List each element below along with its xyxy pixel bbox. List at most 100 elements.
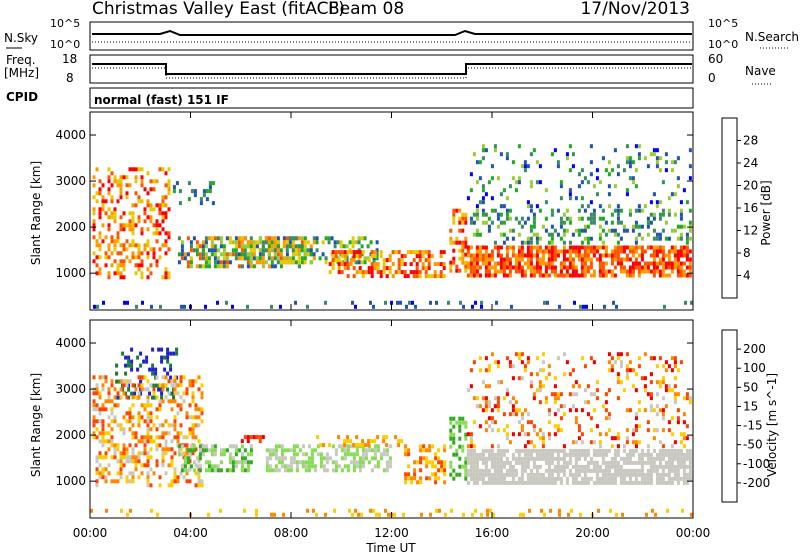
data-cell	[478, 249, 482, 254]
data-cell	[449, 228, 453, 233]
data-cell	[505, 249, 509, 254]
data-cell	[604, 468, 608, 473]
data-cell	[649, 212, 653, 217]
data-cell	[191, 383, 195, 388]
data-cell	[169, 363, 173, 368]
data-cell	[661, 261, 665, 266]
data-cell	[364, 456, 368, 461]
data-cell	[351, 512, 354, 517]
data-cell	[514, 216, 518, 221]
data-cell	[529, 240, 533, 245]
data-cell	[201, 444, 205, 449]
data-cell	[574, 228, 578, 233]
data-cell	[673, 396, 677, 401]
data-cell	[151, 367, 155, 372]
data-cell	[116, 391, 120, 396]
data-cell	[604, 249, 608, 254]
data-cell	[579, 304, 582, 309]
data-cell	[216, 468, 220, 473]
data-cell	[319, 452, 323, 457]
velocity-cbar-label: Velocity [m s^-1]	[765, 373, 779, 477]
data-cell	[481, 408, 485, 413]
data-cell	[128, 259, 132, 264]
data-cell	[580, 168, 584, 173]
data-cell	[589, 456, 593, 461]
data-cell	[679, 456, 683, 461]
data-cell	[140, 259, 144, 264]
data-cell	[532, 148, 536, 153]
data-cell	[161, 455, 165, 460]
data-cell	[508, 208, 512, 213]
data-cell	[547, 472, 551, 477]
data-cell	[104, 479, 108, 484]
data-cell	[309, 248, 313, 253]
data-cell	[442, 262, 446, 267]
y-tick-label: 3000	[55, 382, 86, 396]
data-cell	[607, 464, 611, 469]
data-cell	[688, 460, 692, 465]
data-cell	[577, 208, 581, 213]
data-cell	[110, 263, 114, 268]
data-cell	[170, 383, 174, 388]
data-cell	[568, 257, 572, 262]
data-cell	[616, 376, 620, 381]
data-cell	[461, 220, 465, 225]
nsky-panel	[89, 21, 694, 51]
data-cell	[240, 252, 244, 257]
data-cell	[517, 376, 521, 381]
data-cell	[676, 408, 680, 413]
data-cell	[95, 483, 99, 488]
data-cell	[490, 265, 494, 270]
data-cell	[351, 240, 355, 245]
data-cell	[149, 219, 153, 224]
data-cell	[583, 452, 587, 457]
data-cell	[493, 208, 497, 213]
data-cell	[131, 451, 135, 456]
data-cell	[613, 257, 617, 262]
data-cell	[616, 356, 620, 361]
data-cell	[173, 375, 177, 380]
data-cell	[200, 483, 204, 488]
data-cell	[352, 274, 356, 279]
data-cell	[544, 261, 548, 266]
data-cell	[449, 460, 453, 465]
data-cell	[177, 236, 181, 241]
date-title: 17/Nov/2013	[580, 0, 690, 19]
data-cell	[237, 256, 241, 261]
data-cell	[183, 460, 187, 465]
data-cell	[140, 263, 144, 268]
data-cell	[475, 216, 479, 221]
data-cell	[493, 420, 497, 425]
data-cell	[649, 356, 653, 361]
data-cell	[280, 464, 284, 469]
data-cell	[613, 232, 617, 237]
data-cell	[152, 251, 156, 256]
data-cell	[419, 456, 423, 461]
data-cell	[116, 263, 120, 268]
data-cell	[440, 468, 444, 473]
data-cell	[664, 152, 668, 157]
data-cell	[532, 480, 536, 485]
data-cell	[98, 231, 102, 236]
data-cell	[661, 468, 665, 473]
data-cell	[514, 269, 518, 274]
data-cell	[679, 216, 683, 221]
data-cell	[307, 464, 311, 469]
data-cell	[113, 247, 117, 252]
data-cell	[544, 200, 548, 205]
data-cell	[452, 240, 456, 245]
data-cell	[139, 351, 143, 356]
data-cell	[131, 243, 135, 248]
data-cell	[237, 252, 241, 257]
data-cell	[437, 460, 441, 465]
data-cell	[119, 455, 123, 460]
data-cell	[397, 439, 401, 444]
data-cell	[604, 472, 608, 477]
data-cell	[367, 270, 371, 275]
data-cell	[136, 367, 140, 372]
data-cell	[592, 460, 596, 465]
data-cell	[376, 460, 380, 465]
data-cell	[493, 148, 497, 153]
data-cell	[92, 235, 96, 240]
data-cell	[481, 468, 485, 473]
